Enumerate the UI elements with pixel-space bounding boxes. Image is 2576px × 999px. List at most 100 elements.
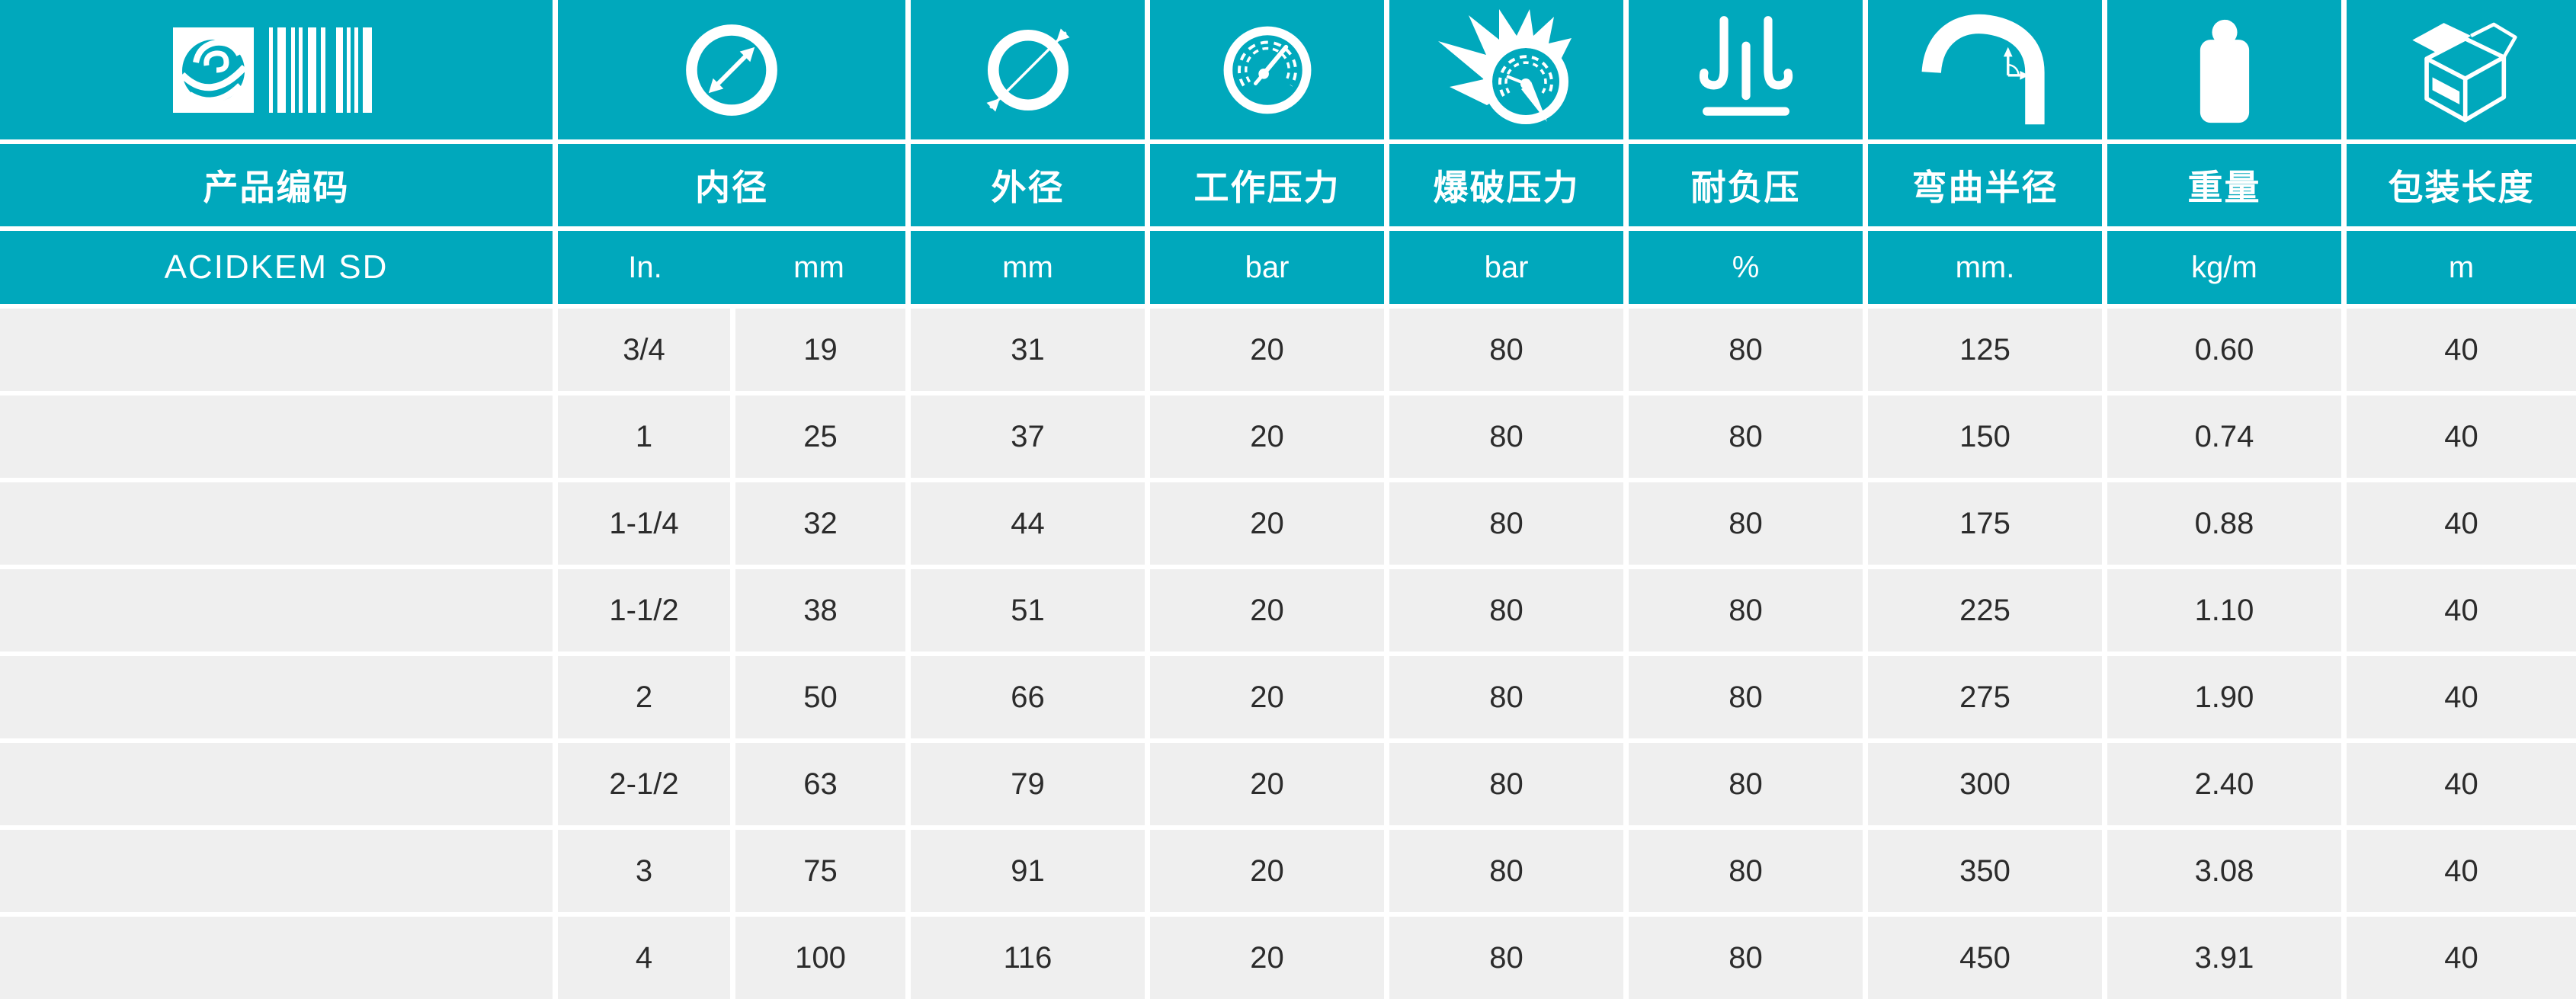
- row-5-cell-burst_bar: 80: [1389, 743, 1623, 825]
- row-5-cell-working_bar: 20: [1150, 743, 1384, 825]
- row-5-cell-weight_kgm: 2.40: [2107, 743, 2341, 825]
- row-0-cell-burst_bar: 80: [1389, 309, 1623, 391]
- row-5-cell-vacuum_pct: 80: [1629, 743, 1863, 825]
- row-1-cell-product_code: [0, 395, 553, 478]
- row-2-cell-product_code: [0, 482, 553, 565]
- burst-pressure-icon-cell: [1389, 0, 1623, 139]
- row-3-cell-in_inch: 1-1/2: [558, 569, 730, 652]
- row-0-cell-bend_mm: 125: [1868, 309, 2102, 391]
- row-3-cell-out_mm: 51: [911, 569, 1145, 652]
- row-4-cell-burst_bar: 80: [1389, 656, 1623, 738]
- unit-weight-kgm: kg/m: [2107, 231, 2341, 304]
- row-2-cell-vacuum_pct: 80: [1629, 482, 1863, 565]
- row-3-cell-bend_mm: 225: [1868, 569, 2102, 652]
- row-2-cell-weight_kgm: 0.88: [2107, 482, 2341, 565]
- row-6-cell-working_bar: 20: [1150, 830, 1384, 912]
- inner-diameter-icon-cell: [558, 0, 905, 139]
- row-0-cell-weight_kgm: 0.60: [2107, 309, 2341, 391]
- product-code-value: ACIDKEM SD: [0, 231, 553, 304]
- row-4-cell-out_mm: 66: [911, 656, 1145, 738]
- row-6-cell-bend_mm: 350: [1868, 830, 2102, 912]
- unit-pack-m: m: [2347, 231, 2576, 304]
- row-0-cell-out_mm: 31: [911, 309, 1145, 391]
- row-3-cell-burst_bar: 80: [1389, 569, 1623, 652]
- row-6-cell-in_mm: 75: [735, 830, 905, 912]
- row-5-cell-product_code: [0, 743, 553, 825]
- unit-burst-bar: bar: [1389, 231, 1623, 304]
- working-pressure-icon-cell: [1150, 0, 1384, 139]
- row-2-cell-in_mm: 32: [735, 482, 905, 565]
- outer-diameter-icon-cell: [911, 0, 1145, 139]
- row-0-cell-vacuum_pct: 80: [1629, 309, 1863, 391]
- unit-outer-mm: mm: [911, 231, 1145, 304]
- col-header-packing-length: 包装长度: [2347, 144, 2576, 226]
- row-7-cell-burst_bar: 80: [1389, 917, 1623, 999]
- row-5-cell-bend_mm: 300: [1868, 743, 2102, 825]
- row-1-cell-in_inch: 1: [558, 395, 730, 478]
- row-3-cell-pack_m: 40: [2347, 569, 2576, 652]
- row-2-cell-bend_mm: 175: [1868, 482, 2102, 565]
- col-header-vacuum: 耐负压: [1629, 144, 1863, 226]
- bend-radius-icon-cell: [1868, 0, 2102, 139]
- row-0-cell-pack_m: 40: [2347, 309, 2576, 391]
- row-3-cell-product_code: [0, 569, 553, 652]
- col-header-inner-diameter: 内径: [558, 144, 905, 226]
- row-7-cell-out_mm: 116: [911, 917, 1145, 999]
- unit-bend-mm: mm.: [1868, 231, 2102, 304]
- row-1-cell-out_mm: 37: [911, 395, 1145, 478]
- row-1-cell-bend_mm: 150: [1868, 395, 2102, 478]
- unit-vacuum-pct: %: [1629, 231, 1863, 304]
- packing-length-icon-cell: [2347, 0, 2576, 139]
- row-0-cell-working_bar: 20: [1150, 309, 1384, 391]
- logo-barcode-icon: [172, 27, 372, 113]
- col-header-weight: 重量: [2107, 144, 2341, 226]
- row-6-cell-in_inch: 3: [558, 830, 730, 912]
- row-2-cell-out_mm: 44: [911, 482, 1145, 565]
- vacuum-icon-cell: [1629, 0, 1863, 139]
- weight-icon: [2200, 19, 2249, 123]
- row-1-cell-in_mm: 25: [735, 395, 905, 478]
- row-0-cell-in_mm: 19: [735, 309, 905, 391]
- product-code-icon-cell: [0, 0, 553, 139]
- row-4-cell-bend_mm: 275: [1868, 656, 2102, 738]
- row-7-cell-bend_mm: 450: [1868, 917, 2102, 999]
- unit-inner-inch: In.: [628, 250, 662, 284]
- row-7-cell-pack_m: 40: [2347, 917, 2576, 999]
- row-7-cell-weight_kgm: 3.91: [2107, 917, 2341, 999]
- row-0-cell-in_inch: 3/4: [558, 309, 730, 391]
- row-4-cell-in_inch: 2: [558, 656, 730, 738]
- row-1-cell-working_bar: 20: [1150, 395, 1384, 478]
- row-0-cell-product_code: [0, 309, 553, 391]
- col-header-working-pressure: 工作压力: [1150, 144, 1384, 226]
- row-6-cell-pack_m: 40: [2347, 830, 2576, 912]
- col-header-outer-diameter: 外径: [911, 144, 1145, 226]
- row-7-cell-vacuum_pct: 80: [1629, 917, 1863, 999]
- row-1-cell-pack_m: 40: [2347, 395, 2576, 478]
- row-3-cell-in_mm: 38: [735, 569, 905, 652]
- bend-radius-icon: [1921, 14, 2045, 124]
- row-6-cell-out_mm: 91: [911, 830, 1145, 912]
- row-2-cell-working_bar: 20: [1150, 482, 1384, 565]
- vacuum-suction-icon: [1699, 15, 1793, 116]
- row-1-cell-vacuum_pct: 80: [1629, 395, 1863, 478]
- row-4-cell-working_bar: 20: [1150, 656, 1384, 738]
- row-6-cell-product_code: [0, 830, 553, 912]
- row-3-cell-working_bar: 20: [1150, 569, 1384, 652]
- row-5-cell-pack_m: 40: [2347, 743, 2576, 825]
- inner-diameter-icon: [686, 24, 777, 116]
- row-7-cell-in_inch: 4: [558, 917, 730, 999]
- row-3-cell-vacuum_pct: 80: [1629, 569, 1863, 652]
- outer-diameter-icon: [985, 27, 1070, 112]
- working-pressure-gauge-icon: [1223, 26, 1311, 114]
- row-2-cell-in_inch: 1-1/4: [558, 482, 730, 565]
- row-5-cell-in_mm: 63: [735, 743, 905, 825]
- row-7-cell-product_code: [0, 917, 553, 999]
- row-6-cell-burst_bar: 80: [1389, 830, 1623, 912]
- row-4-cell-in_mm: 50: [735, 656, 905, 738]
- row-4-cell-weight_kgm: 1.90: [2107, 656, 2341, 738]
- row-1-cell-weight_kgm: 0.74: [2107, 395, 2341, 478]
- row-5-cell-in_inch: 2-1/2: [558, 743, 730, 825]
- col-header-burst-pressure: 爆破压力: [1389, 144, 1623, 226]
- col-header-product-code: 产品编码: [0, 144, 553, 226]
